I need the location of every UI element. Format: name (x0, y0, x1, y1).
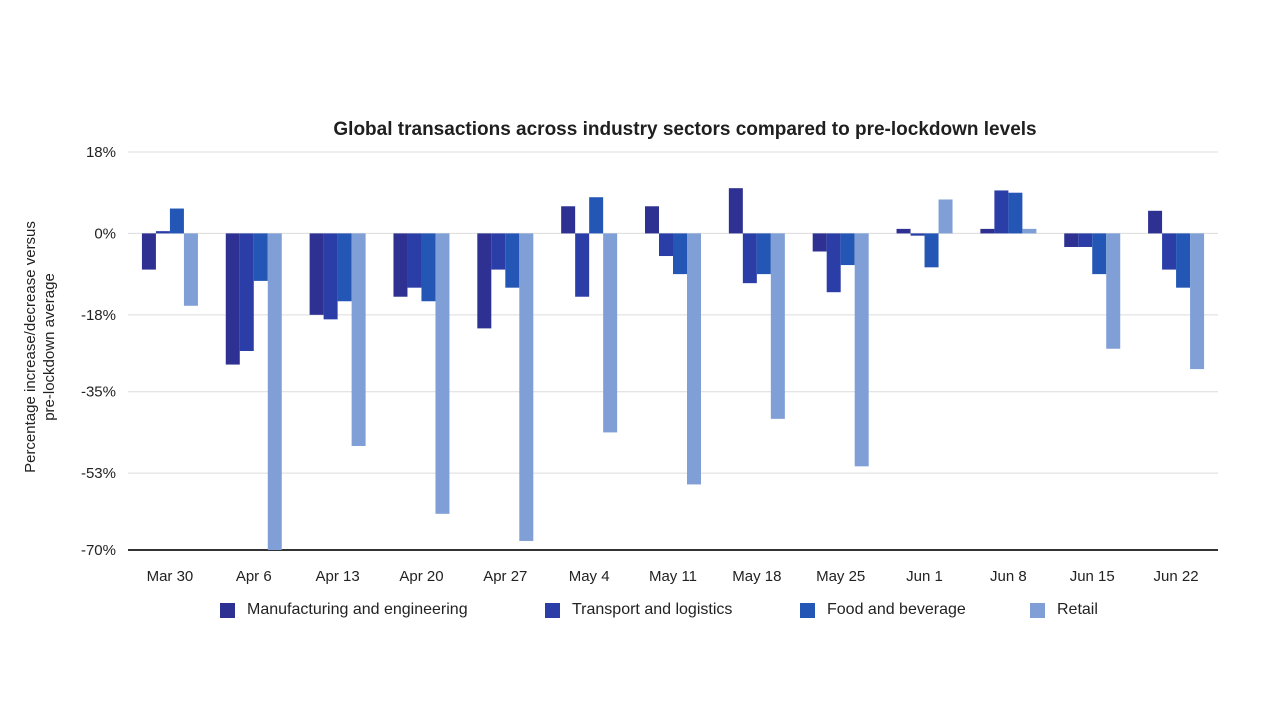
legend-item: Manufacturing and engineering (220, 598, 468, 622)
bar (575, 233, 590, 297)
bar (1176, 233, 1191, 288)
chart-title: Global transactions across industry sect… (333, 119, 1037, 140)
bar (435, 233, 450, 514)
x-tick-label: May 11 (649, 568, 697, 585)
bar (351, 233, 366, 446)
bar (155, 231, 170, 234)
bar (994, 190, 1009, 234)
x-tick-label: Mar 30 (147, 568, 194, 585)
legend-label: Transport and logistics (572, 601, 733, 618)
bar (742, 233, 757, 284)
legend-label: Manufacturing and engineering (247, 601, 468, 618)
bar (169, 208, 184, 234)
x-tick-label: May 18 (732, 568, 781, 585)
bar (812, 233, 827, 252)
legend-label: Food and beverage (827, 601, 966, 618)
x-tick-label: Jun 8 (990, 568, 1027, 585)
bar (393, 233, 408, 297)
bar (407, 233, 422, 288)
bar (896, 228, 911, 234)
legend-item: Food and beverage (800, 598, 966, 622)
bar (910, 233, 925, 236)
bar (1064, 233, 1079, 247)
bar (645, 206, 659, 234)
bar (1092, 233, 1107, 275)
bar (519, 233, 534, 541)
bar (938, 199, 953, 234)
legend-swatch (1030, 602, 1045, 618)
bar (756, 233, 771, 275)
x-tick-label: Jun 15 (1070, 568, 1115, 585)
bar (477, 233, 492, 329)
bar (589, 197, 604, 234)
x-tick-label: Jun 1 (906, 568, 943, 585)
bar (491, 233, 506, 270)
bar (728, 188, 743, 234)
bar (1022, 228, 1037, 234)
legend-swatch (545, 602, 560, 618)
chart-legend: Manufacturing and engineering Transport a… (0, 598, 1280, 622)
bar (225, 233, 240, 365)
bar (1190, 233, 1205, 370)
x-tick-label: Apr 27 (483, 568, 527, 585)
bar (603, 233, 618, 433)
bar (1008, 192, 1023, 234)
bar (267, 233, 282, 550)
x-tick-label: Apr 13 (316, 568, 360, 585)
bar (826, 233, 841, 293)
bar (561, 206, 576, 234)
legend-swatch (800, 602, 815, 618)
bar (659, 233, 673, 257)
bar (673, 233, 687, 275)
bar (854, 233, 869, 467)
bar (183, 233, 198, 306)
bar (1162, 233, 1177, 270)
bar (1106, 233, 1121, 349)
bar (980, 228, 995, 234)
bar (840, 233, 855, 266)
bar (505, 233, 520, 288)
x-tick-label: Apr 20 (399, 568, 443, 585)
y-tick-label: 18% (86, 144, 116, 161)
bar (141, 233, 156, 270)
legend-item: Retail (1030, 598, 1098, 622)
bar (337, 233, 352, 302)
x-tick-label: May 25 (816, 568, 865, 585)
bar (253, 233, 268, 281)
bar (924, 233, 939, 268)
legend-label: Retail (1057, 601, 1098, 618)
bar (239, 233, 254, 351)
x-tick-label: May 4 (569, 568, 610, 585)
y-tick-label: -35% (81, 384, 116, 401)
bar (309, 233, 324, 315)
legend-item: Transport and logistics (545, 598, 732, 622)
bar (770, 233, 785, 419)
y-tick-label: -18% (81, 307, 116, 324)
x-tick-label: Jun 22 (1154, 568, 1199, 585)
y-tick-label: 0% (94, 225, 116, 242)
x-tick-label: Apr 6 (236, 568, 272, 585)
bar (687, 233, 701, 485)
bar (323, 233, 338, 320)
bar (1148, 210, 1163, 234)
y-tick-label: -70% (81, 542, 116, 559)
bar (421, 233, 436, 302)
legend-swatch (220, 602, 235, 618)
bar (1078, 233, 1093, 247)
y-tick-label: -53% (81, 465, 116, 482)
